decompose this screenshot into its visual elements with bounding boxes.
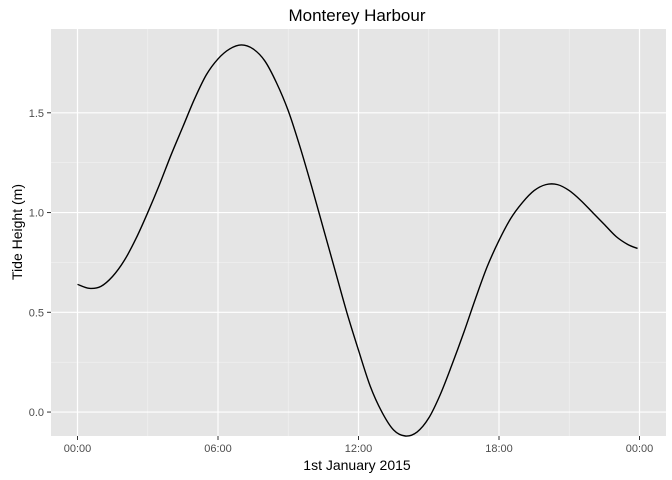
- y-tick-label: 1.0: [29, 208, 44, 220]
- tide-height-line: [77, 44, 638, 437]
- x-axis-title: 1st January 2015: [303, 457, 411, 473]
- x-tick-label: 00:00: [626, 443, 654, 455]
- y-tick-label: 0.5: [29, 307, 44, 319]
- x-axis-ticks: 00:00 06:00 12:00 18:00 00:00: [64, 436, 654, 455]
- x-tick-label: 12:00: [345, 443, 373, 455]
- x-tick-label: 00:00: [64, 443, 92, 455]
- x-tick-label: 18:00: [485, 443, 513, 455]
- y-tick-label: 0.0: [29, 407, 44, 419]
- series-layer: [77, 44, 638, 437]
- y-tick-label: 1.5: [29, 108, 44, 120]
- y-axis-title: Tide Height (m): [9, 184, 25, 280]
- y-axis-ticks: 0.0 0.5 1.0 1.5: [29, 108, 51, 419]
- major-gridlines: [51, 29, 666, 436]
- x-tick-label: 06:00: [204, 443, 232, 455]
- chart-title: Monterey Harbour: [288, 6, 425, 25]
